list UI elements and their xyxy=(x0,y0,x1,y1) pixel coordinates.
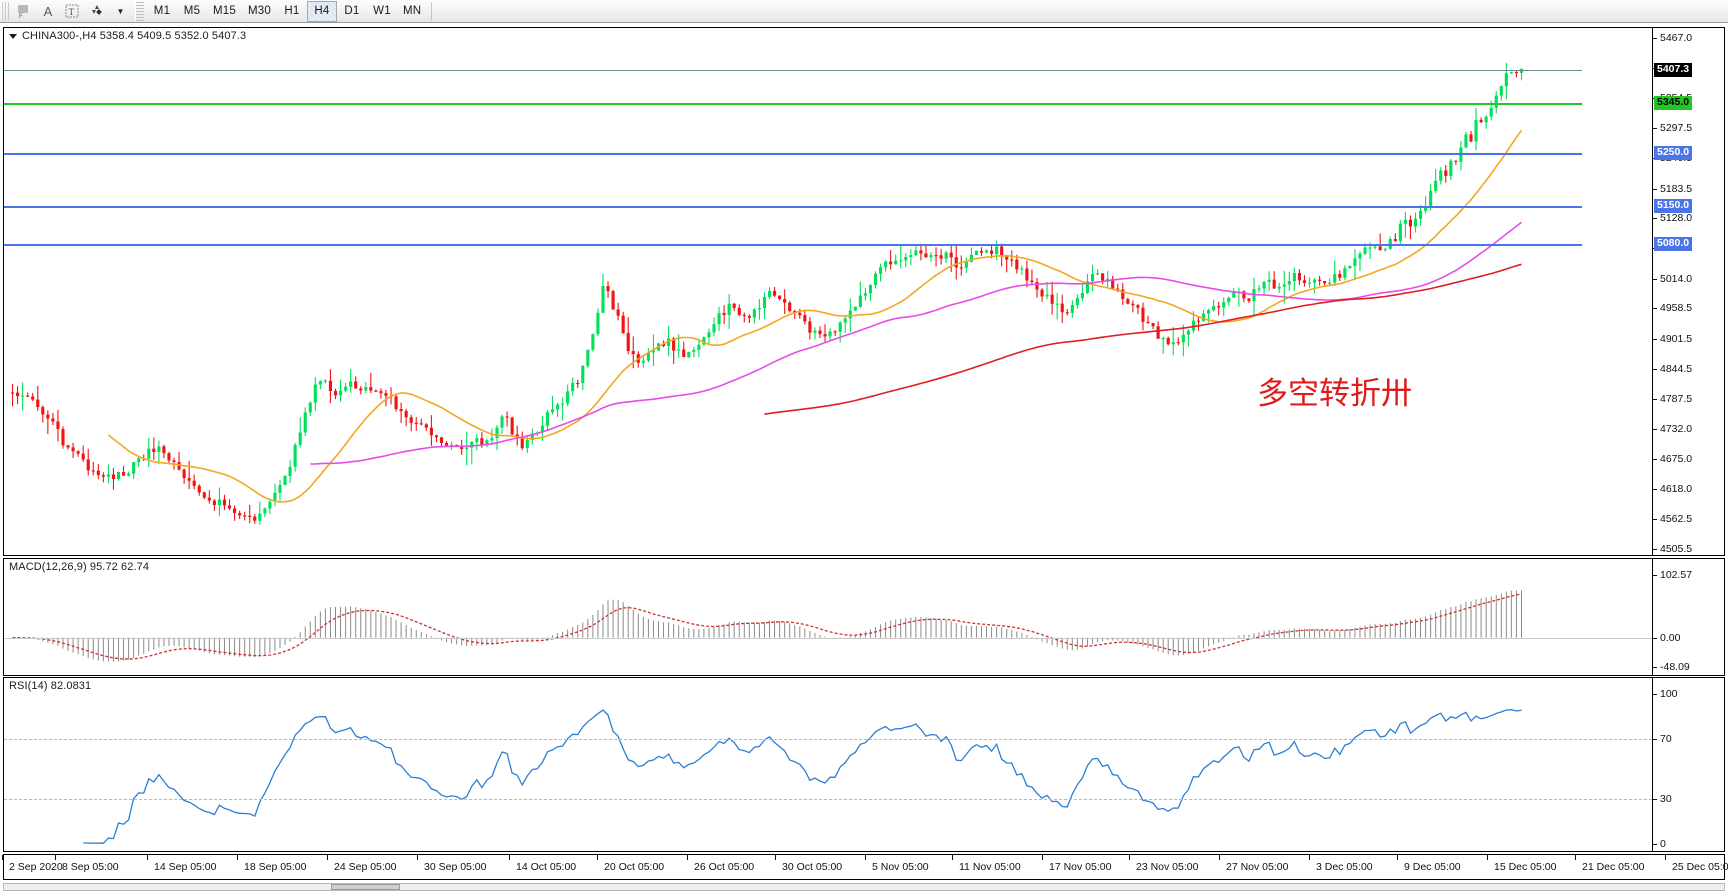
timeframe-w1[interactable]: W1 xyxy=(373,5,391,17)
price-y-tick: 4901.5 xyxy=(1653,333,1692,345)
rsi-y-tick: 100 xyxy=(1653,688,1678,700)
time-axis-label: 11 Nov 05:00 xyxy=(952,855,1021,873)
level-label-5150: 5150.0 xyxy=(1654,199,1693,214)
resistance-line-5250[interactable] xyxy=(4,153,1582,156)
toolbar-divider xyxy=(431,1,433,21)
chevron-down-icon[interactable] xyxy=(9,33,17,39)
price-y-tick: 4844.5 xyxy=(1653,363,1692,375)
level-label-5250: 5250.0 xyxy=(1654,146,1693,161)
chart-area: 多空转折卅 5467.05410.55354.55297.55240.55183… xyxy=(0,24,1728,892)
macd-pane[interactable]: 102.57 0.00 -48.09 MACD(12,26,9) 95.72 62.… xyxy=(3,558,1725,676)
price-y-tick: 5128.0 xyxy=(1653,212,1692,224)
time-axis-label: 27 Nov 05:00 xyxy=(1218,855,1289,873)
rsi-guide-30 xyxy=(4,799,1652,800)
macd-signal-line xyxy=(12,593,1522,660)
macd-zero-line xyxy=(4,637,1652,639)
rsi-line xyxy=(83,709,1522,844)
timeframe-m5[interactable]: M5 xyxy=(183,5,201,17)
price-pane[interactable]: 多空转折卅 5467.05410.55354.55297.55240.55183… xyxy=(3,27,1725,556)
price-y-tick: 4505.5 xyxy=(1653,543,1692,555)
time-axis-label: 9 Dec 05:00 xyxy=(1397,855,1461,873)
time-axis[interactable]: 2 Sep 2020 8 Sep 05:00 14 Sep 05:00 18 Sep … xyxy=(2,854,1728,880)
price-y-tick: 4618.0 xyxy=(1653,483,1692,495)
time-axis-label: 23 Nov 05:00 xyxy=(1128,855,1199,873)
time-axis-label: 8 Sep 05:00 xyxy=(55,855,119,873)
rsi-guide-70 xyxy=(4,739,1652,740)
ma-orange xyxy=(107,129,1523,503)
time-axis-label: 14 Oct 05:00 xyxy=(508,855,577,873)
main-toolbar: F A T ▼ M1 M5 M15 M30 H1 H4 xyxy=(0,0,1728,23)
macd-y-axis[interactable]: 102.57 0.00 -48.09 xyxy=(1652,559,1724,675)
price-y-tick: 4675.0 xyxy=(1653,453,1692,465)
timeframe-mn[interactable]: MN xyxy=(402,5,422,17)
timeframe-m30[interactable]: M30 xyxy=(247,5,271,17)
macd-y-tick: 102.57 xyxy=(1653,569,1692,581)
text-box-icon[interactable]: T xyxy=(60,1,84,22)
scrollbar-thumb[interactable] xyxy=(330,884,400,890)
time-axis-label: 25 Dec 05:00 xyxy=(1664,855,1728,873)
toolbar-separator xyxy=(135,1,144,21)
chevron-down-icon: ▼ xyxy=(116,6,125,16)
chart-annotation-text: 多空转折卅 xyxy=(1257,376,1412,412)
time-axis-label: 17 Nov 05:00 xyxy=(1041,855,1112,873)
svg-text:F: F xyxy=(19,14,23,19)
macd-plot xyxy=(12,590,1522,662)
price-y-tick: 5297.5 xyxy=(1653,122,1692,134)
toolbar-drag-handle[interactable] xyxy=(1,1,10,21)
time-axis-label: 5 Nov 05:00 xyxy=(865,855,929,873)
time-axis-label: 14 Sep 05:00 xyxy=(146,855,217,873)
price-y-tick: 5014.0 xyxy=(1653,273,1692,285)
time-axis-label: 30 Oct 05:00 xyxy=(774,855,843,873)
horizontal-scrollbar[interactable] xyxy=(3,883,1725,891)
macd-y-tick: 0.00 xyxy=(1653,632,1680,644)
rsi-pane-title: RSI(14) 82.0831 xyxy=(9,680,92,692)
time-axis-label: 3 Dec 05:00 xyxy=(1309,855,1373,873)
time-axis-label: 24 Sep 05:00 xyxy=(326,855,397,873)
timeframe-h1[interactable]: H1 xyxy=(284,5,300,17)
price-pane-title-text: CHINA300-,H4 5358.4 5409.5 5352.0 5407.3 xyxy=(22,30,247,42)
text-label-icon[interactable]: A xyxy=(43,3,53,19)
indicator-icon[interactable]: F xyxy=(12,1,36,22)
macd-y-tick: -48.09 xyxy=(1653,661,1690,673)
svg-text:T: T xyxy=(69,7,75,17)
price-pane-title: CHINA300-,H4 5358.4 5409.5 5352.0 5407.3 xyxy=(9,30,246,42)
rsi-plot xyxy=(83,709,1522,844)
rsi-y-tick: 0 xyxy=(1653,838,1666,850)
price-y-tick: 5183.5 xyxy=(1653,183,1692,195)
price-y-axis[interactable]: 5467.05410.55354.55297.55240.55183.55128… xyxy=(1652,28,1724,555)
objects-icon[interactable] xyxy=(84,1,108,22)
resistance-line-5150[interactable] xyxy=(4,206,1582,209)
time-axis-label: 2 Sep 2020 xyxy=(2,855,63,873)
ma-red xyxy=(764,263,1522,415)
time-axis-label: 21 Dec 05:00 xyxy=(1574,855,1645,873)
ma-magenta xyxy=(310,221,1522,465)
support-line-5345[interactable] xyxy=(4,102,1582,105)
time-axis-label: 15 Dec 05:00 xyxy=(1486,855,1557,873)
rsi-pane[interactable]: 100 70 30 0 RSI(14) 82.0831 xyxy=(3,677,1725,852)
timeframe-h4[interactable]: H4 xyxy=(306,0,337,22)
macd-pane-title: MACD(12,26,9) 95.72 62.74 xyxy=(9,561,150,573)
rsi-y-axis[interactable]: 100 70 30 0 xyxy=(1652,678,1724,851)
time-axis-label: 26 Oct 05:00 xyxy=(686,855,755,873)
time-axis-label: 30 Sep 05:00 xyxy=(416,855,487,873)
price-y-tick: 5467.0 xyxy=(1653,32,1692,44)
price-y-tick: 4787.5 xyxy=(1653,393,1692,405)
price-plot xyxy=(10,62,1524,525)
price-y-tick: 4958.5 xyxy=(1653,302,1692,314)
objects-dropdown-caret[interactable]: ▼ xyxy=(108,1,132,22)
timeframe-m15[interactable]: M15 xyxy=(213,5,236,17)
level-label-5345: 5345.0 xyxy=(1654,95,1693,110)
price-y-tick: 4732.0 xyxy=(1653,423,1692,435)
current-price-label: 5407.3 xyxy=(1654,62,1693,77)
current-price-line[interactable] xyxy=(4,69,1582,71)
timeframe-m1[interactable]: M1 xyxy=(153,5,171,17)
resistance-line-5080[interactable] xyxy=(4,243,1582,246)
rsi-y-tick: 30 xyxy=(1653,793,1672,805)
level-label-5080: 5080.0 xyxy=(1654,236,1693,251)
rsi-y-tick: 70 xyxy=(1653,733,1672,745)
price-y-tick: 4562.5 xyxy=(1653,513,1692,525)
time-axis-label: 18 Sep 05:00 xyxy=(236,855,307,873)
time-axis-label: 20 Oct 05:00 xyxy=(596,855,665,873)
timeframe-d1[interactable]: D1 xyxy=(344,5,360,17)
